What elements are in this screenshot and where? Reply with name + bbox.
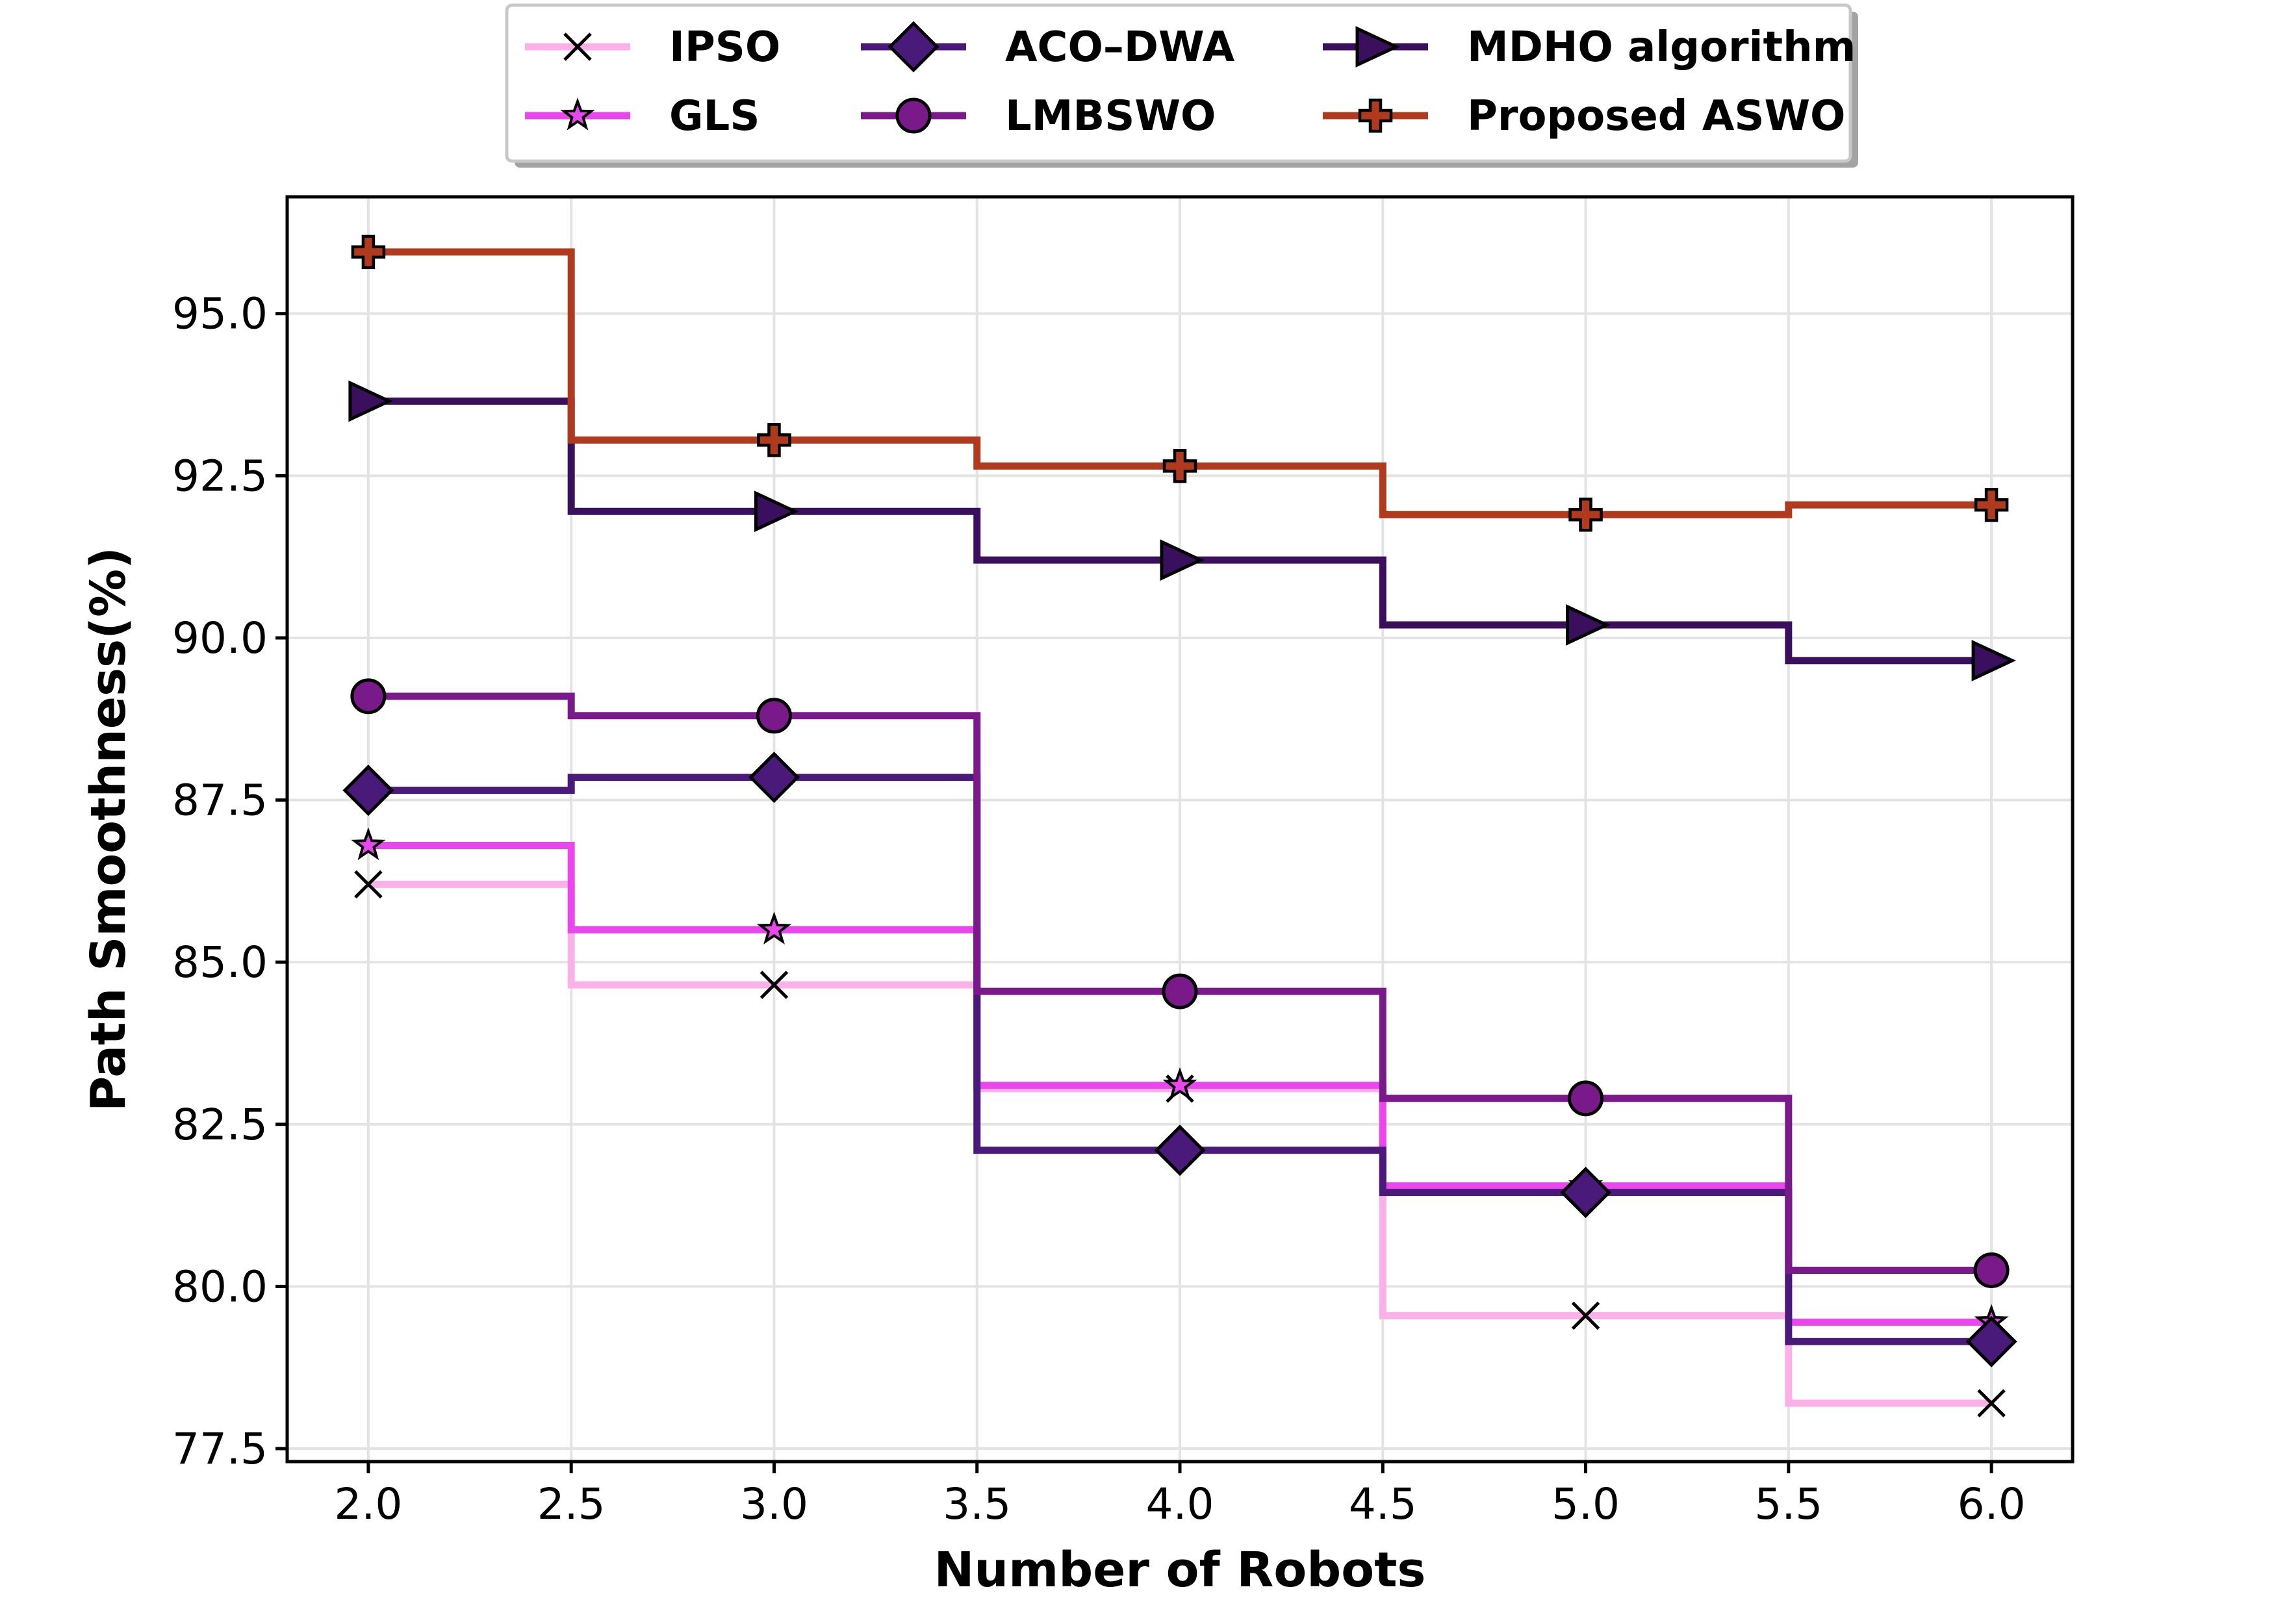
legend-item: GLS bbox=[525, 92, 760, 140]
diamond-marker bbox=[748, 752, 800, 804]
legend: IPSO GLS ACO–DWA LMBSWO MDHO algorithm Propos… bbox=[505, 3, 1858, 168]
legend-label: LMBSWO bbox=[1005, 92, 1216, 140]
circle-marker bbox=[756, 698, 792, 734]
x-axis-title: Number of Robots bbox=[934, 1542, 1426, 1598]
series-mdho-algorithm bbox=[348, 380, 2017, 681]
x-marker bbox=[760, 971, 789, 999]
plus-marker bbox=[1974, 488, 2009, 522]
diamond-marker bbox=[888, 21, 939, 73]
legend-item: LMBSWO bbox=[861, 92, 1216, 140]
legend-item: MDHO algorithm bbox=[1323, 23, 1856, 71]
y-tick-label: 82.5 bbox=[172, 1100, 268, 1150]
series-lmbswo bbox=[350, 678, 2010, 1288]
x-tick-label: 4.5 bbox=[1349, 1479, 1417, 1529]
circle-marker bbox=[895, 97, 932, 134]
x-tick-label: 2.0 bbox=[334, 1479, 402, 1529]
x-marker bbox=[1571, 1301, 1600, 1330]
star-marker bbox=[1162, 1067, 1197, 1100]
triangle-right-marker bbox=[1971, 639, 2017, 681]
circle-marker bbox=[1568, 1080, 1604, 1117]
star-marker bbox=[560, 97, 595, 131]
star-marker bbox=[351, 827, 386, 861]
plus-marker bbox=[1162, 449, 1197, 483]
triangle-right-marker bbox=[754, 490, 799, 533]
star-marker bbox=[756, 911, 792, 945]
legend-item: IPSO bbox=[525, 23, 780, 71]
x-tick-label: 3.0 bbox=[740, 1479, 808, 1529]
diamond-marker bbox=[1154, 1124, 1206, 1176]
series-layer bbox=[342, 235, 2017, 1417]
y-tick-label: 90.0 bbox=[172, 613, 268, 663]
diamond-marker bbox=[1560, 1167, 1612, 1219]
plus-marker bbox=[757, 423, 791, 457]
circle-marker bbox=[1162, 973, 1198, 1009]
x-tick-label: 3.5 bbox=[943, 1479, 1011, 1529]
legend-label: Proposed ASWO bbox=[1467, 92, 1845, 140]
axis-ticks: 2.0 2.5 3.0 3.5 4.0 4.5 5.0 5.5 6.0 77.5 80.0 82.5 8… bbox=[172, 289, 2026, 1529]
x-tick-label: 5.0 bbox=[1552, 1479, 1620, 1529]
triangle-right-marker bbox=[1355, 26, 1400, 68]
plus-marker bbox=[351, 235, 386, 270]
x-marker bbox=[563, 32, 592, 61]
diamond-marker bbox=[342, 765, 394, 817]
x-tick-label: 4.0 bbox=[1146, 1479, 1214, 1529]
grid bbox=[287, 197, 2073, 1462]
legend-item: Proposed ASWO bbox=[1323, 92, 1845, 140]
legend-item: ACO–DWA bbox=[861, 21, 1235, 73]
circle-marker bbox=[1973, 1252, 2010, 1288]
x-marker bbox=[1977, 1389, 2006, 1417]
legend-label: IPSO bbox=[669, 23, 780, 71]
x-tick-label: 6.0 bbox=[1958, 1479, 2026, 1529]
triangle-right-marker bbox=[1566, 604, 1611, 646]
y-tick-label: 85.0 bbox=[172, 937, 268, 987]
plus-marker bbox=[1568, 497, 1603, 532]
triangle-right-marker bbox=[348, 380, 393, 422]
legend-label: GLS bbox=[669, 92, 760, 140]
x-tick-label: 2.5 bbox=[537, 1479, 606, 1529]
diamond-marker bbox=[1965, 1315, 2017, 1367]
plus-marker bbox=[1358, 98, 1393, 133]
y-axis-title: Path Smoothness(%) bbox=[81, 547, 136, 1111]
y-tick-label: 95.0 bbox=[172, 289, 268, 339]
triangle-right-marker bbox=[1160, 539, 1205, 581]
legend-label: ACO–DWA bbox=[1005, 23, 1235, 71]
legend-label: MDHO algorithm bbox=[1467, 23, 1856, 71]
y-tick-label: 80.0 bbox=[172, 1262, 268, 1312]
y-tick-label: 92.5 bbox=[172, 451, 268, 501]
y-tick-label: 87.5 bbox=[172, 776, 268, 826]
y-tick-label: 77.5 bbox=[172, 1424, 268, 1474]
legend-box bbox=[505, 3, 1852, 163]
x-tick-label: 5.5 bbox=[1754, 1479, 1822, 1529]
series-proposed-aswo bbox=[351, 235, 2009, 532]
circle-marker bbox=[350, 678, 387, 715]
x-marker bbox=[354, 870, 383, 899]
